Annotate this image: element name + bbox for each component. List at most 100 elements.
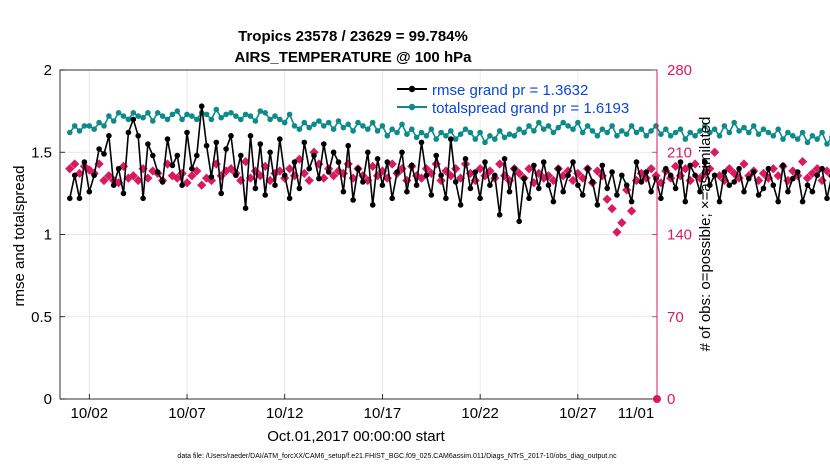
totalspread-point bbox=[409, 126, 415, 132]
rmse-point bbox=[741, 188, 747, 195]
totalspread-point bbox=[394, 129, 400, 136]
totalspread-point bbox=[765, 129, 772, 136]
x-tick-label: 10/12 bbox=[266, 405, 304, 422]
rmse-point bbox=[501, 156, 508, 162]
obs-marker bbox=[690, 159, 700, 169]
totalspread-point bbox=[321, 123, 327, 129]
obs-marker bbox=[802, 173, 813, 183]
rmse-point bbox=[536, 185, 542, 192]
rmse-point bbox=[247, 133, 254, 139]
totalspread-point bbox=[164, 116, 171, 123]
totalspread-point bbox=[511, 133, 518, 139]
totalspread-point bbox=[277, 116, 283, 123]
rmse-point bbox=[438, 172, 444, 179]
rmse-point bbox=[575, 182, 581, 188]
totalspread-point bbox=[565, 123, 571, 129]
rmse-point bbox=[71, 172, 78, 179]
legend: rmse grand pr = 1.3632 totalspread grand… bbox=[397, 82, 629, 117]
rmse-point bbox=[457, 202, 464, 208]
rmse-point bbox=[594, 202, 601, 208]
rmse-point bbox=[804, 182, 811, 188]
rmse-point bbox=[257, 141, 264, 147]
totalspread-point bbox=[218, 114, 224, 121]
rmse-point bbox=[731, 179, 737, 185]
rmse-point bbox=[174, 152, 181, 159]
totalspread-point bbox=[770, 133, 777, 139]
rmse-point bbox=[775, 198, 781, 205]
totalspread-point bbox=[325, 119, 332, 126]
rmse-point bbox=[452, 179, 459, 185]
rmse-point bbox=[736, 165, 742, 172]
totalspread-point bbox=[174, 108, 181, 114]
rmse-point bbox=[619, 172, 625, 179]
rmse-point bbox=[785, 188, 791, 195]
x-tick-label: 10/22 bbox=[461, 405, 499, 422]
totalspread-point bbox=[540, 126, 547, 132]
totalspread-point bbox=[223, 111, 229, 118]
rmse-point bbox=[413, 182, 420, 188]
rmse-point bbox=[511, 165, 518, 172]
totalspread-point bbox=[130, 110, 137, 116]
totalspread-point bbox=[67, 129, 73, 136]
rmse-point bbox=[223, 146, 229, 152]
rmse-point bbox=[653, 175, 659, 182]
obs-marker bbox=[226, 164, 236, 174]
totalspread-point bbox=[482, 139, 488, 146]
totalspread-point bbox=[614, 133, 620, 139]
totalspread-point bbox=[389, 126, 396, 132]
rmse-point bbox=[658, 195, 664, 202]
totalspread-point bbox=[682, 136, 689, 142]
totalspread-point bbox=[501, 134, 508, 141]
totalspread-point bbox=[350, 128, 356, 134]
rmse-point bbox=[384, 159, 391, 165]
rmse-point bbox=[721, 169, 728, 175]
totalspread-point bbox=[809, 133, 816, 139]
rmse-point bbox=[379, 182, 386, 188]
totalspread-point bbox=[736, 128, 742, 134]
rmse-point bbox=[135, 133, 141, 139]
totalspread-point bbox=[418, 129, 425, 136]
rmse-point bbox=[242, 205, 249, 211]
obs-marker bbox=[197, 180, 207, 190]
rmse-point bbox=[472, 169, 479, 175]
rmse-point bbox=[291, 159, 298, 165]
rmse-point bbox=[125, 129, 132, 136]
rmse-point bbox=[702, 159, 708, 165]
rmse-point bbox=[492, 172, 498, 179]
rmse-point bbox=[115, 165, 122, 172]
rmse-point bbox=[159, 179, 166, 185]
totalspread-point bbox=[819, 129, 825, 136]
rmse-point bbox=[467, 185, 474, 192]
rmse-point bbox=[418, 139, 425, 146]
totalspread-point bbox=[794, 136, 801, 142]
rmse-point bbox=[692, 172, 698, 179]
totalspread-point bbox=[726, 129, 733, 136]
totalspread-point bbox=[755, 131, 762, 137]
obs-marker bbox=[602, 194, 612, 204]
rmse-point bbox=[179, 182, 185, 188]
totalspread-point bbox=[71, 123, 78, 129]
rmse-point bbox=[340, 188, 347, 195]
rmse-point bbox=[477, 195, 483, 202]
y-tick-label: 0 bbox=[44, 391, 52, 408]
rmse-point bbox=[824, 195, 830, 202]
rmse-point bbox=[540, 159, 547, 165]
totalspread-point bbox=[184, 111, 190, 118]
totalspread-point bbox=[272, 113, 278, 119]
totalspread-point bbox=[711, 126, 718, 132]
rmse-point bbox=[301, 139, 308, 146]
obs-marker bbox=[646, 164, 656, 174]
rmse-point bbox=[213, 139, 220, 146]
rmse-point bbox=[311, 152, 317, 159]
obs-marker bbox=[284, 164, 295, 174]
obs-marker bbox=[680, 164, 690, 174]
totalspread-point bbox=[345, 121, 352, 128]
rmse-point bbox=[560, 188, 566, 195]
obs-marker bbox=[368, 161, 378, 171]
totalspread-point bbox=[91, 126, 97, 132]
totalspread-point bbox=[384, 133, 391, 139]
rmse-point bbox=[496, 212, 503, 218]
rmse-point bbox=[790, 175, 796, 182]
totalspread-point bbox=[467, 129, 474, 136]
rmse-point bbox=[716, 198, 723, 205]
